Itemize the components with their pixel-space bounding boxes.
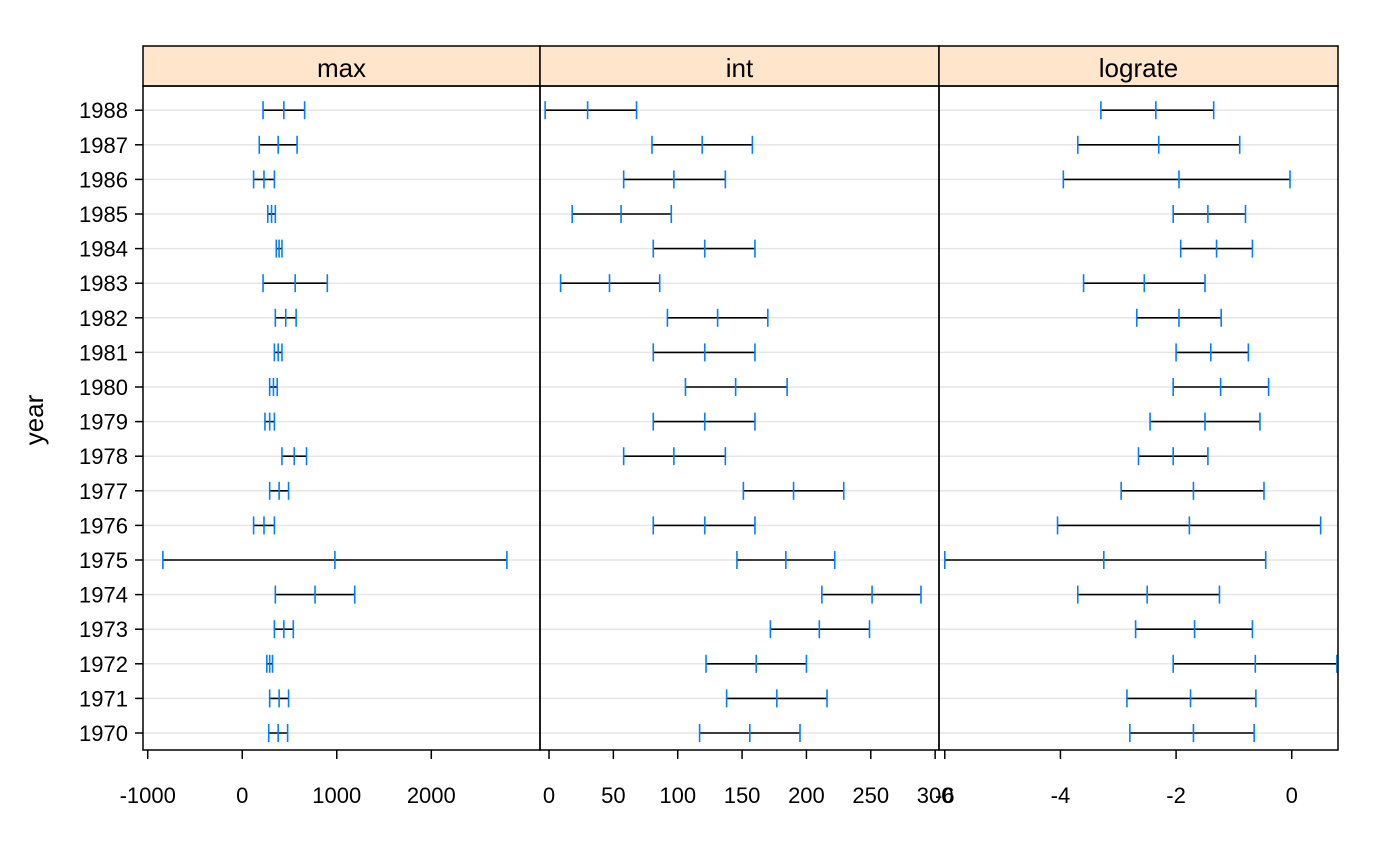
marks-layer: [162, 101, 1338, 742]
y-tick-label-1988: 1988: [79, 98, 128, 123]
strip-lograte: [938, 45, 1339, 87]
y-tick-label-1984: 1984: [79, 237, 128, 262]
strip-label-lograte: lograte: [1099, 53, 1179, 83]
y-tick-label-1972: 1972: [79, 652, 128, 677]
y-tick-label-1986: 1986: [79, 167, 128, 192]
x-tick-label-lograte-0: 0: [1286, 783, 1298, 808]
x-tick-label-max--1000: -1000: [120, 783, 176, 808]
y-tick-label-1981: 1981: [79, 340, 128, 365]
y-axis-title: year: [19, 394, 49, 445]
x-tick-label-max-0: 0: [236, 783, 248, 808]
frame-layer: [135, 45, 1339, 759]
panel-frame-lograte: [938, 85, 1339, 751]
x-tick-label-lograte--4: -4: [1051, 783, 1071, 808]
x-tick-label-int-300: 300: [917, 783, 954, 808]
x-tick-label-max-2000: 2000: [407, 783, 456, 808]
panel-frame-int: [539, 85, 940, 751]
x-tick-label-int-150: 150: [724, 783, 761, 808]
x-tick-label-lograte--2: -2: [1166, 783, 1186, 808]
y-tick-label-1985: 1985: [79, 202, 128, 227]
y-tick-label-1983: 1983: [79, 271, 128, 296]
x-tick-label-int-200: 200: [788, 783, 825, 808]
y-tick-label-1979: 1979: [79, 410, 128, 435]
strip-label-int: int: [726, 53, 754, 83]
y-tick-label-1978: 1978: [79, 444, 128, 469]
y-tick-label-1982: 1982: [79, 306, 128, 331]
label-layer: 1970 1971 1972 1973 1974 1975 1976 1977 1978 1979…: [79, 53, 1298, 808]
strip-label-max: max: [317, 53, 366, 83]
y-tick-label-1971: 1971: [79, 686, 128, 711]
x-tick-label-int-0: 0: [543, 783, 555, 808]
y-tick-label-1977: 1977: [79, 479, 128, 504]
y-tick-label-1975: 1975: [79, 548, 128, 573]
y-tick-label-1987: 1987: [79, 133, 128, 158]
y-tick-label-1974: 1974: [79, 583, 128, 608]
y-tick-label-1973: 1973: [79, 617, 128, 642]
x-tick-label-int-100: 100: [659, 783, 696, 808]
y-tick-label-1980: 1980: [79, 375, 128, 400]
y-tick-label-1976: 1976: [79, 513, 128, 538]
panel-frame-max: [142, 85, 541, 751]
x-tick-label-int-50: 50: [601, 783, 625, 808]
x-tick-label-max-1000: 1000: [312, 783, 361, 808]
x-tick-label-lograte--6: -6: [935, 783, 955, 808]
x-tick-label-int-250: 250: [852, 783, 889, 808]
strip-int: [539, 45, 940, 87]
y-tick-label-1970: 1970: [79, 721, 128, 746]
